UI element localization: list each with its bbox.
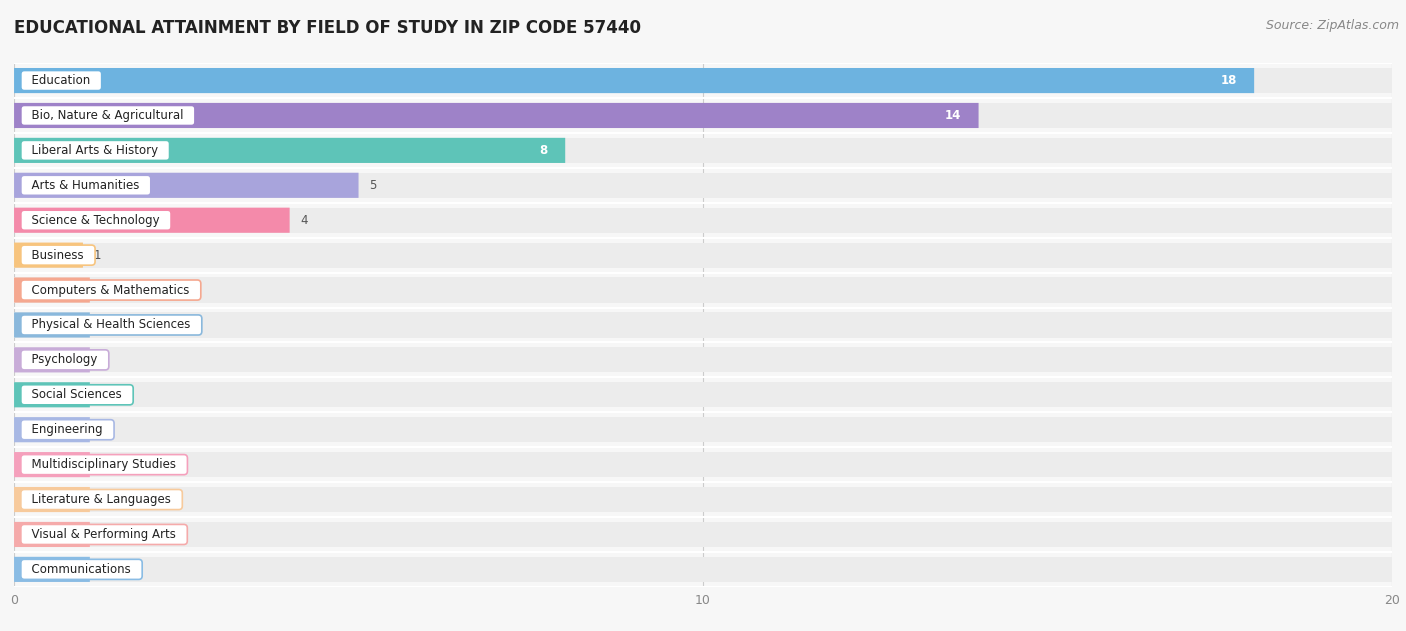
FancyBboxPatch shape [14,208,1392,233]
FancyBboxPatch shape [14,347,1392,372]
Text: 0: 0 [100,458,107,471]
FancyBboxPatch shape [14,382,1392,408]
Text: 0: 0 [100,319,107,331]
Text: Engineering: Engineering [24,423,111,436]
Text: Communications: Communications [24,563,139,576]
FancyBboxPatch shape [14,242,83,268]
FancyBboxPatch shape [14,417,90,442]
Text: Psychology: Psychology [24,353,105,367]
Text: Multidisciplinary Studies: Multidisciplinary Studies [24,458,184,471]
FancyBboxPatch shape [14,487,90,512]
Text: Social Sciences: Social Sciences [24,388,129,401]
Text: 8: 8 [540,144,548,157]
Text: Bio, Nature & Agricultural: Bio, Nature & Agricultural [24,109,191,122]
Text: Source: ZipAtlas.com: Source: ZipAtlas.com [1265,19,1399,32]
FancyBboxPatch shape [14,138,1392,163]
Text: Physical & Health Sciences: Physical & Health Sciences [24,319,198,331]
Text: 0: 0 [100,283,107,297]
FancyBboxPatch shape [14,103,979,128]
Text: 0: 0 [100,423,107,436]
Text: 0: 0 [100,388,107,401]
FancyBboxPatch shape [14,278,1392,303]
FancyBboxPatch shape [14,417,1392,442]
FancyBboxPatch shape [14,138,565,163]
Text: Arts & Humanities: Arts & Humanities [24,179,148,192]
FancyBboxPatch shape [14,522,1392,547]
FancyBboxPatch shape [14,452,1392,477]
FancyBboxPatch shape [14,68,1392,93]
FancyBboxPatch shape [14,557,1392,582]
FancyBboxPatch shape [14,347,90,372]
FancyBboxPatch shape [14,382,90,408]
Text: Computers & Mathematics: Computers & Mathematics [24,283,197,297]
FancyBboxPatch shape [14,103,1392,128]
Text: 1: 1 [93,249,101,262]
Text: 14: 14 [945,109,962,122]
FancyBboxPatch shape [14,242,1392,268]
Text: 0: 0 [100,493,107,506]
Text: EDUCATIONAL ATTAINMENT BY FIELD OF STUDY IN ZIP CODE 57440: EDUCATIONAL ATTAINMENT BY FIELD OF STUDY… [14,19,641,37]
Text: 0: 0 [100,528,107,541]
FancyBboxPatch shape [14,278,90,303]
FancyBboxPatch shape [14,312,90,338]
Text: Visual & Performing Arts: Visual & Performing Arts [24,528,184,541]
FancyBboxPatch shape [14,173,359,198]
Text: 5: 5 [368,179,377,192]
FancyBboxPatch shape [14,522,90,547]
Text: 0: 0 [100,353,107,367]
FancyBboxPatch shape [14,173,1392,198]
FancyBboxPatch shape [14,452,90,477]
Text: Science & Technology: Science & Technology [24,214,167,227]
FancyBboxPatch shape [14,208,290,233]
Text: 0: 0 [100,563,107,576]
FancyBboxPatch shape [14,68,1254,93]
Text: Education: Education [24,74,98,87]
FancyBboxPatch shape [14,487,1392,512]
Text: Literature & Languages: Literature & Languages [24,493,179,506]
Text: 18: 18 [1220,74,1237,87]
Text: Business: Business [24,249,91,262]
Text: Liberal Arts & History: Liberal Arts & History [24,144,166,157]
Text: 4: 4 [299,214,308,227]
FancyBboxPatch shape [14,312,1392,338]
FancyBboxPatch shape [14,557,90,582]
